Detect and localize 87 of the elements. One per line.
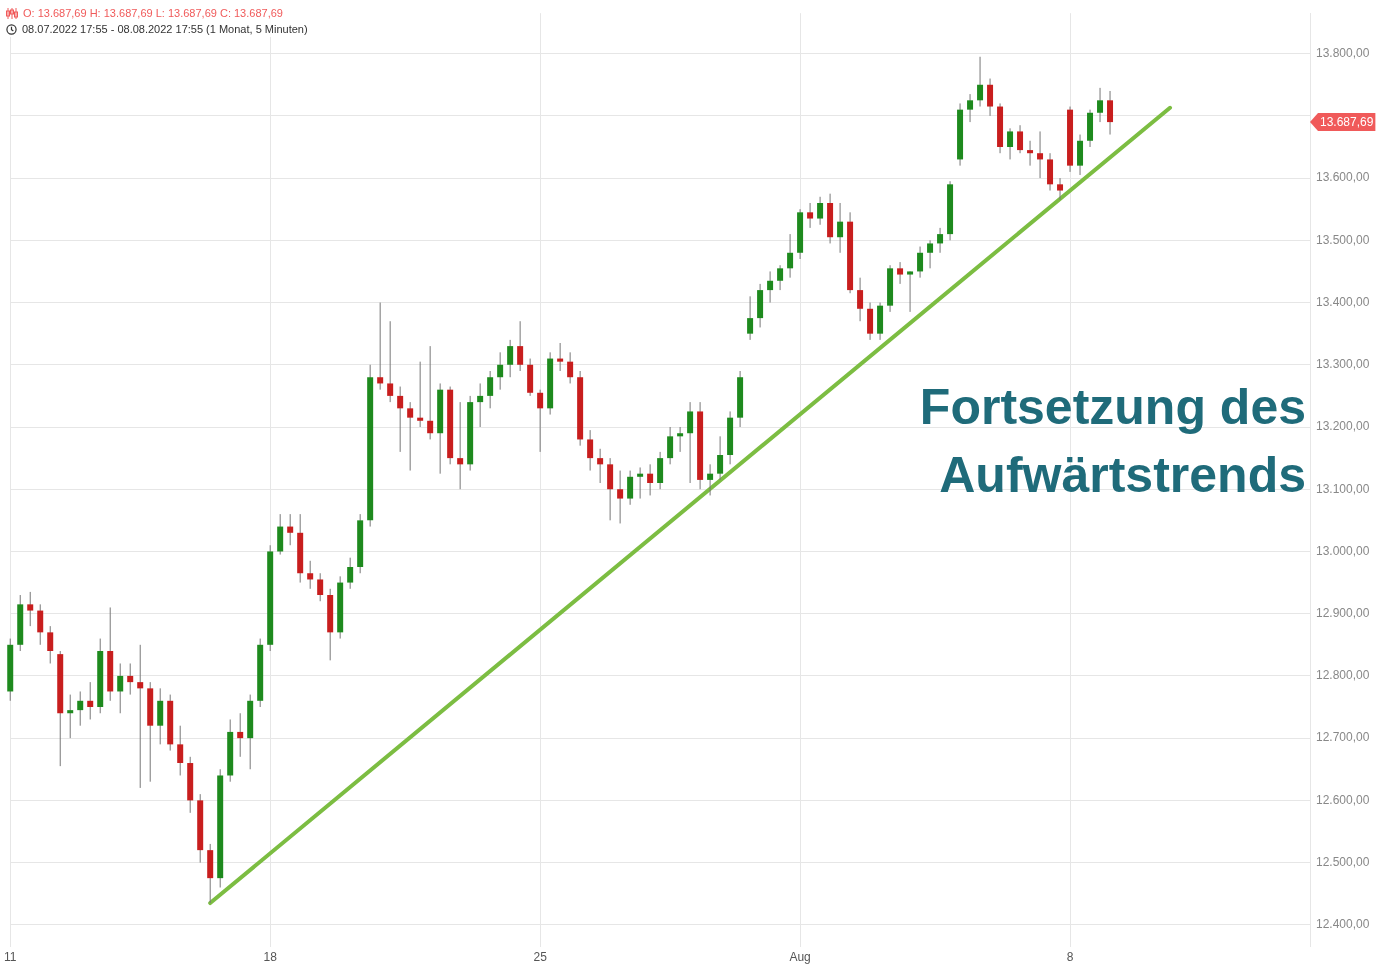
candlestick <box>647 463 654 496</box>
y-tick-label: 12.700,00 <box>1316 730 1370 745</box>
text: 08.07.2022 17:55 - 08.08.2022 17:55 (1 Monat, 5 Minuten) <box>22 22 308 37</box>
candlestick <box>417 361 424 428</box>
candlestick <box>1037 130 1044 179</box>
candlestick <box>487 370 494 409</box>
candlestick <box>787 233 794 279</box>
y-tick-label: 12.800,00 <box>1316 668 1370 683</box>
candlestick <box>637 466 644 500</box>
candlestick <box>457 401 464 490</box>
candlestick <box>817 196 824 226</box>
x-tick-label: 25 <box>533 950 548 965</box>
candlestick <box>537 389 544 453</box>
x-tick-label: 18 <box>263 950 278 965</box>
candlestick <box>897 261 904 285</box>
candlestick <box>707 463 714 496</box>
candlestick <box>287 513 294 546</box>
candlestick <box>407 401 414 472</box>
candlestick <box>687 401 694 484</box>
y-tick-label: 13.600,00 <box>1316 170 1370 185</box>
candlestick <box>587 429 594 472</box>
x-tick-label: 11 <box>3 950 17 965</box>
candlestick <box>677 426 684 453</box>
candlestick <box>937 227 944 254</box>
candlestick <box>47 625 54 664</box>
candlestick <box>777 264 784 291</box>
y-tick-label: 12.500,00 <box>1316 854 1370 869</box>
candlestick <box>917 246 924 279</box>
candlestick <box>967 93 974 123</box>
candlestick <box>747 295 754 341</box>
candlestick <box>307 560 314 590</box>
candlestick <box>477 382 484 428</box>
candlestick <box>907 270 914 313</box>
candlestick <box>427 345 434 440</box>
candlestick <box>37 603 44 646</box>
candlestick <box>377 302 384 391</box>
y-tick-label: 13.800,00 <box>1316 45 1370 60</box>
candlestick <box>557 342 564 372</box>
candlestick <box>837 202 844 254</box>
y-tick-label: 13.300,00 <box>1316 357 1370 372</box>
candlestick <box>1057 177 1064 201</box>
candlestick <box>87 681 94 720</box>
candlestick <box>857 277 864 322</box>
candlestick <box>517 320 524 372</box>
candlestick <box>1007 127 1014 160</box>
candlestick <box>1017 124 1024 154</box>
candlestick <box>627 470 634 506</box>
y-tick-label: 12.400,00 <box>1316 917 1370 932</box>
candlestick <box>507 339 514 378</box>
y-tick-label: 13.000,00 <box>1316 543 1370 558</box>
candlestick <box>1027 140 1034 167</box>
text: 13.687,69 <box>1320 115 1374 130</box>
candlestick <box>597 448 604 484</box>
candlestick <box>497 351 504 391</box>
candlestick <box>117 662 124 714</box>
chart-title: O: 13.687,69 H: 13.687,69 L: 13.687,69 C: 13.687,69 <box>23 6 283 21</box>
candlestick <box>977 56 984 108</box>
x-tick-label: 8 <box>1066 950 1074 965</box>
x-tick-label: Aug <box>789 950 811 965</box>
candlestick <box>567 351 574 384</box>
candlestick <box>807 202 814 229</box>
candlestick <box>667 426 674 465</box>
candlestick <box>137 644 144 789</box>
candlestick <box>387 320 394 403</box>
candlestick <box>77 690 84 727</box>
candlestick <box>987 78 994 117</box>
y-tick-label: 13.200,00 <box>1316 419 1370 434</box>
y-tick-label: 12.900,00 <box>1316 606 1370 620</box>
candlestick <box>317 572 324 602</box>
candlestick <box>27 591 34 627</box>
candlestick <box>237 712 244 758</box>
y-tick-label: 13.500,00 <box>1316 232 1370 247</box>
y-tick-label: 13.400,00 <box>1316 294 1370 309</box>
y-tick-label: 12.600,00 <box>1316 792 1370 807</box>
candlestick <box>347 557 354 590</box>
candlestick <box>67 694 74 739</box>
candlestick <box>127 662 134 696</box>
candlestick <box>617 470 624 524</box>
candlestick <box>1107 90 1114 136</box>
candlestick <box>767 270 774 304</box>
candlestick <box>397 386 404 453</box>
candlestick <box>717 435 724 481</box>
y-tick-label: 13.100,00 <box>1316 481 1370 496</box>
candlestick <box>1097 87 1104 123</box>
annotation: Fortsetzung des Aufwärtstrends <box>919 378 1306 503</box>
candlestick <box>927 239 934 269</box>
candlestick <box>177 725 184 776</box>
